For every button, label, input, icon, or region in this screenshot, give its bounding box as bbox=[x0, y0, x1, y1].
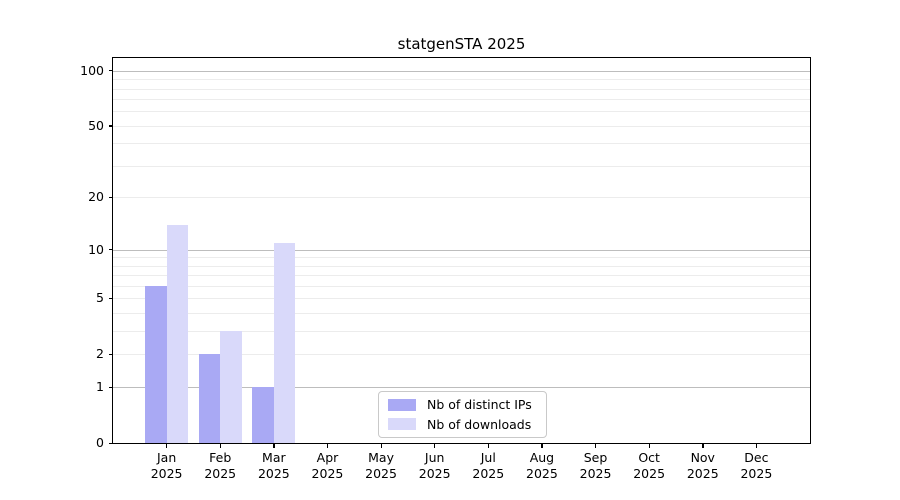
gridline-minor-3 bbox=[113, 331, 810, 333]
y-tick-label-1: 1 bbox=[96, 379, 104, 395]
bar-distinct-ips-mar bbox=[252, 387, 274, 443]
x-tick-label-dec: Dec 2025 bbox=[724, 450, 788, 482]
plot-area bbox=[113, 58, 810, 443]
x-tick-month-mar: Mar bbox=[262, 450, 286, 465]
x-tick-month-may: May bbox=[368, 450, 394, 465]
x-tick-year-mar: 2025 bbox=[257, 466, 290, 481]
gridline-minor-7 bbox=[113, 275, 810, 277]
gridline-minor-5 bbox=[113, 298, 810, 300]
y-tick-50 bbox=[108, 125, 113, 127]
x-tick-year-apr: 2025 bbox=[311, 466, 344, 481]
x-tick-mar bbox=[273, 443, 275, 448]
x-tick-year-feb: 2025 bbox=[204, 466, 237, 481]
legend-item-downloads: Nb of downloads bbox=[388, 415, 537, 435]
gridline-minor-80 bbox=[113, 88, 810, 90]
gridline-minor-70 bbox=[113, 99, 810, 101]
gridline-major-1 bbox=[113, 387, 810, 389]
x-tick-month-sep: Sep bbox=[583, 450, 608, 465]
x-tick-nov bbox=[702, 443, 704, 448]
x-tick-year-oct: 2025 bbox=[633, 466, 666, 481]
x-tick-jul bbox=[487, 443, 490, 448]
bar-downloads-mar bbox=[273, 242, 296, 443]
y-tick-10 bbox=[108, 249, 113, 251]
legend: Nb of distinct IPs Nb of downloads bbox=[378, 391, 547, 438]
y-tick-1 bbox=[108, 386, 113, 388]
x-tick-year-may: 2025 bbox=[365, 466, 397, 481]
y-tick-label-100: 100 bbox=[80, 62, 104, 78]
x-tick-year-jan: 2025 bbox=[150, 466, 183, 481]
x-tick-year-aug: 2025 bbox=[526, 466, 558, 481]
bar-downloads-jan bbox=[166, 224, 189, 443]
gridline-minor-8 bbox=[113, 265, 810, 267]
x-tick-month-feb: Feb bbox=[209, 450, 232, 465]
x-tick-apr bbox=[326, 443, 329, 448]
y-tick-label-50: 50 bbox=[88, 117, 104, 133]
y-tick-5 bbox=[108, 297, 113, 300]
x-tick-label-mar: Mar 2025 bbox=[242, 450, 306, 482]
gridline-minor-4 bbox=[113, 313, 810, 315]
x-tick-year-sep: 2025 bbox=[579, 466, 612, 481]
x-tick-year-jul: 2025 bbox=[472, 466, 505, 481]
y-tick-100 bbox=[108, 70, 113, 72]
gridline-minor-60 bbox=[113, 111, 810, 113]
bar-distinct-ips-jan bbox=[145, 286, 167, 443]
x-tick-jan bbox=[166, 443, 168, 448]
legend-swatch-downloads-icon bbox=[388, 418, 416, 431]
gridline-minor-30 bbox=[113, 165, 810, 167]
x-tick-label-feb: Feb 2025 bbox=[188, 450, 252, 482]
x-tick-year-nov: 2025 bbox=[686, 466, 719, 481]
x-tick-month-jan: Jan bbox=[156, 450, 177, 465]
y-tick-label-20: 20 bbox=[88, 189, 104, 205]
bar-downloads-feb bbox=[220, 331, 242, 443]
y-tick-2 bbox=[108, 353, 113, 356]
x-tick-label-nov: Nov 2025 bbox=[671, 450, 735, 482]
gridline-major-10 bbox=[113, 249, 810, 251]
x-tick-jun bbox=[434, 443, 436, 448]
x-tick-may bbox=[380, 443, 382, 448]
y-tick-label-2: 2 bbox=[96, 346, 104, 362]
x-tick-month-dec: Dec bbox=[744, 450, 769, 465]
legend-swatch-distinct-ips-icon bbox=[388, 398, 416, 411]
x-tick-feb bbox=[219, 443, 222, 448]
y-tick-label-10: 10 bbox=[88, 241, 104, 257]
x-tick-month-aug: Aug bbox=[529, 450, 555, 465]
x-tick-year-dec: 2025 bbox=[740, 466, 773, 481]
y-tick-label-5: 5 bbox=[96, 290, 104, 306]
gridline-minor-9 bbox=[113, 257, 810, 259]
x-tick-label-jan: Jan 2025 bbox=[135, 450, 199, 482]
chart-title: statgenSTA 2025 bbox=[397, 35, 526, 53]
y-tick-20 bbox=[108, 196, 113, 199]
x-tick-dec bbox=[755, 443, 758, 448]
x-tick-year-jun: 2025 bbox=[418, 466, 451, 481]
x-tick-oct bbox=[648, 443, 650, 448]
x-tick-label-sep: Sep 2025 bbox=[564, 450, 628, 482]
gridline-minor-40 bbox=[113, 143, 810, 145]
x-tick-aug bbox=[541, 443, 543, 448]
gridline-minor-20 bbox=[113, 197, 810, 199]
gridline-minor-50 bbox=[113, 125, 810, 127]
legend-label-distinct-ips: Nb of distinct IPs bbox=[427, 397, 532, 413]
x-tick-label-apr: Apr 2025 bbox=[295, 450, 359, 482]
x-tick-month-oct: Oct bbox=[638, 450, 660, 465]
gridline-major-100 bbox=[113, 70, 810, 72]
x-tick-label-jun: Jun 2025 bbox=[403, 450, 467, 482]
x-tick-month-jul: Jul bbox=[480, 450, 496, 465]
x-tick-month-jun: Jun bbox=[424, 450, 445, 465]
x-tick-sep bbox=[595, 443, 597, 448]
gridline-minor-90 bbox=[113, 79, 810, 81]
x-tick-month-nov: Nov bbox=[690, 450, 715, 465]
legend-label-downloads: Nb of downloads bbox=[427, 416, 532, 432]
x-tick-label-oct: Oct 2025 bbox=[617, 450, 681, 482]
x-tick-month-apr: Apr bbox=[316, 450, 339, 465]
bar-distinct-ips-feb bbox=[198, 354, 221, 443]
x-tick-label-jul: Jul 2025 bbox=[456, 450, 520, 482]
y-tick-0 bbox=[108, 442, 113, 444]
gridline-minor-6 bbox=[113, 286, 810, 288]
gridline-minor-2 bbox=[113, 354, 810, 356]
legend-item-distinct-ips: Nb of distinct IPs bbox=[388, 395, 537, 415]
x-tick-label-aug: Aug 2025 bbox=[510, 450, 574, 482]
x-tick-label-may: May 2025 bbox=[349, 450, 413, 482]
y-tick-label-0: 0 bbox=[96, 435, 104, 450]
